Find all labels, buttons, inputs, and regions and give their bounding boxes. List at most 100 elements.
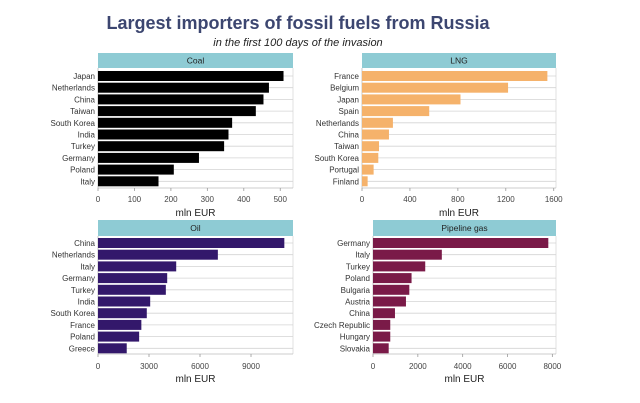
x-tick-label: 200 — [164, 195, 178, 204]
x-tick-label: 0 — [371, 362, 376, 371]
x-tick-label: 2000 — [409, 362, 427, 371]
category-label: South Korea — [51, 309, 96, 318]
panel-lng: LNG France Belgium Japan Spain Netherlands Chi… — [315, 53, 563, 219]
bar-china — [362, 129, 389, 140]
category-label: Netherlands — [52, 251, 95, 260]
bar-china — [98, 238, 285, 248]
category-label: Poland — [70, 333, 95, 342]
category-label: France — [70, 321, 95, 330]
category-label: Taiwan — [70, 107, 95, 116]
bar-turkey — [98, 141, 225, 152]
category-label: Turkey — [71, 286, 95, 295]
x-tick-label: 500 — [274, 195, 288, 204]
x-axis-label: mln EUR — [439, 208, 479, 219]
x-tick-label: 9000 — [242, 362, 260, 371]
panel-strip — [362, 53, 556, 68]
category-label: Turkey — [71, 142, 95, 151]
bar-south-korea — [98, 117, 233, 128]
category-label: India — [78, 298, 96, 307]
x-tick-label: 0 — [96, 362, 101, 371]
x-tick-label: 6000 — [191, 362, 209, 371]
bar-poland — [98, 331, 140, 342]
bar-bulgaria — [373, 284, 410, 295]
category-label: China — [349, 309, 370, 318]
category-label: Greece — [69, 344, 96, 353]
category-label: China — [74, 95, 95, 104]
category-label: Turkey — [346, 262, 370, 271]
panel-title: LNG — [450, 56, 467, 66]
category-label: France — [334, 72, 359, 81]
panel-oil: Oil China Netherlands Italy Germany Turkey Ind… — [51, 220, 294, 385]
x-tick-label: 300 — [201, 195, 215, 204]
panel-strip — [373, 220, 556, 236]
bar-japan — [98, 71, 284, 81]
category-label: Germany — [62, 154, 95, 163]
bar-netherlands — [98, 249, 218, 260]
category-label: Taiwan — [334, 142, 359, 151]
bar-india — [98, 296, 151, 307]
bar-germany — [373, 238, 549, 248]
bar-taiwan — [98, 106, 256, 117]
x-tick-label: 400 — [237, 195, 251, 204]
category-label: Poland — [345, 274, 370, 283]
category-label: India — [78, 131, 96, 140]
category-label: Czech Republic — [314, 321, 370, 330]
chart-title: Largest importers of fossil fuels from R… — [106, 13, 490, 33]
category-label: Italy — [355, 251, 370, 260]
bar-netherlands — [362, 117, 393, 128]
bar-japan — [362, 94, 461, 105]
category-label: Japan — [337, 95, 359, 104]
bar-turkey — [98, 284, 166, 295]
chart-subtitle: in the first 100 days of the invasion — [213, 37, 382, 49]
category-label: Spain — [339, 107, 359, 116]
bar-germany — [98, 273, 168, 284]
bar-greece — [98, 343, 127, 354]
x-tick-label: 3000 — [140, 362, 158, 371]
category-label: Poland — [70, 166, 95, 175]
x-axis-label: mln EUR — [175, 208, 215, 219]
x-axis-label: mln EUR — [444, 374, 484, 385]
bar-poland — [98, 164, 174, 175]
x-tick-label: 4000 — [454, 362, 472, 371]
bar-france — [362, 71, 548, 81]
x-tick-label: 1200 — [497, 195, 515, 204]
x-tick-label: 0 — [96, 195, 101, 204]
panel-strip — [98, 220, 293, 236]
category-label: South Korea — [315, 154, 360, 163]
category-label: South Korea — [51, 119, 96, 128]
x-tick-label: 8000 — [543, 362, 561, 371]
category-label: Bulgaria — [341, 286, 371, 295]
bar-taiwan — [362, 141, 380, 152]
bar-france — [98, 319, 142, 330]
panel-title: Pipeline gas — [441, 223, 487, 233]
category-label: Germany — [62, 274, 95, 283]
bar-austria — [373, 296, 406, 307]
panel-coal: Coal Japan Netherlands China Taiwan South Kor… — [51, 53, 294, 219]
bar-poland — [373, 273, 412, 284]
panel-title: Oil — [190, 223, 201, 233]
category-label: Portugal — [329, 166, 359, 175]
bar-south-korea — [362, 152, 379, 163]
bar-turkey — [373, 261, 426, 272]
bar-czech-republic — [373, 319, 391, 330]
x-axis-label: mln EUR — [175, 374, 215, 385]
panel-pipeline-gas: Pipeline gas Germany Italy Turkey Poland Bulg… — [314, 220, 562, 385]
x-tick-label: 100 — [128, 195, 142, 204]
panel-title: Coal — [187, 56, 205, 66]
category-label: Netherlands — [316, 119, 359, 128]
bar-spain — [362, 106, 430, 117]
category-label: Italy — [80, 177, 95, 186]
category-label: Germany — [337, 239, 370, 248]
bar-italy — [98, 176, 159, 187]
category-label: China — [338, 131, 359, 140]
panel-strip — [98, 53, 293, 68]
bar-slovakia — [373, 343, 389, 354]
bar-germany — [98, 152, 199, 163]
bar-china — [98, 94, 264, 105]
x-tick-label: 0 — [360, 195, 365, 204]
bar-hungary — [373, 331, 391, 342]
bar-india — [98, 129, 229, 140]
category-label: China — [74, 239, 95, 248]
category-label: Hungary — [340, 333, 370, 342]
